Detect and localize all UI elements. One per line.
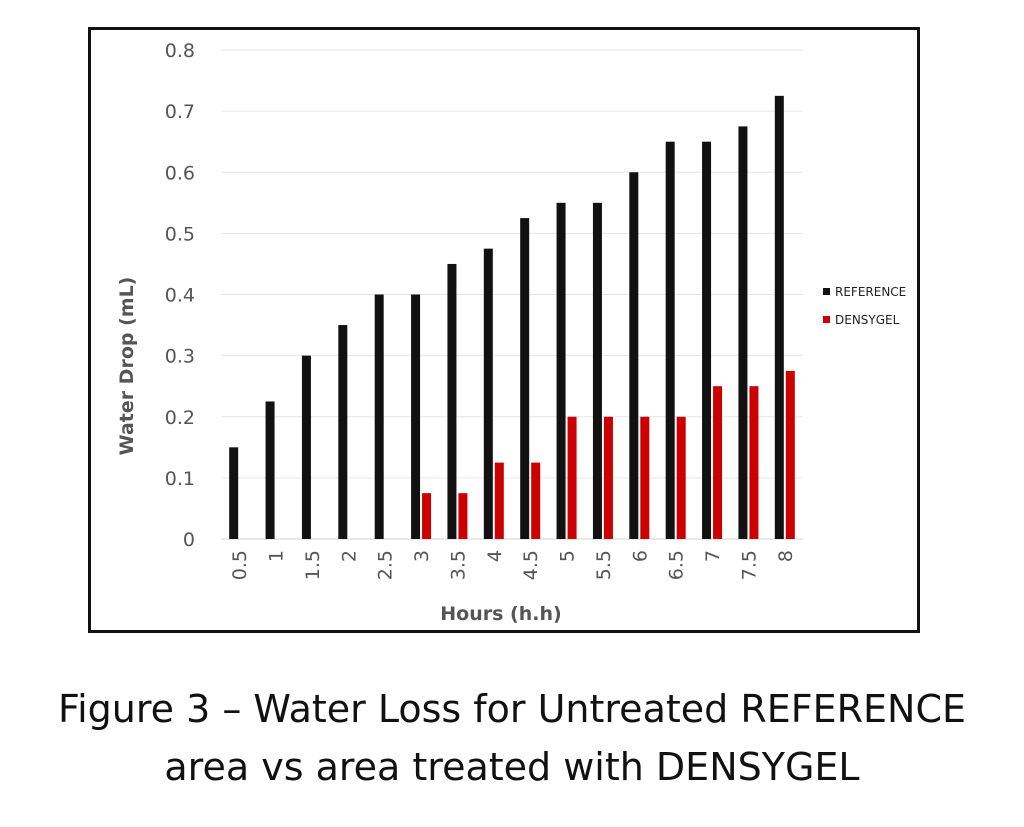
bar-reference (265, 401, 275, 539)
y-axis-ticks: 0 0.1 0.2 0.3 0.4 0.5 0.6 0.7 0.8 (165, 40, 195, 551)
y-tick-label: 0.4 (165, 285, 195, 307)
bar-reference (556, 202, 566, 539)
bar-reference (411, 294, 421, 539)
bar-reference (665, 141, 675, 539)
caption-line-2: area vs area treated with DENSYGEL (164, 745, 860, 789)
y-tick-label: 0.8 (165, 40, 195, 62)
x-tick-label: 1 (266, 550, 288, 562)
bar-densygel (749, 386, 759, 539)
bars (229, 95, 795, 539)
bar-reference (301, 355, 311, 539)
x-tick-label: 0.5 (229, 550, 251, 580)
legend: REFERENCE DENSYGEL (823, 285, 906, 327)
x-axis-title: Hours (h.h) (440, 603, 561, 625)
bar-densygel (494, 462, 504, 539)
bar-reference (702, 141, 712, 539)
figure-caption: Figure 3 – Water Loss for Untreated REFE… (0, 680, 1024, 796)
x-tick-label: 2.5 (375, 550, 397, 580)
bar-densygel (603, 416, 613, 539)
bar-densygel (640, 416, 650, 539)
legend-label-reference: REFERENCE (835, 285, 906, 299)
bar-densygel (713, 386, 723, 539)
bar-reference (374, 294, 384, 539)
bar-densygel (531, 462, 541, 539)
y-tick-label: 0.2 (165, 407, 195, 429)
x-tick-label: 3 (411, 550, 433, 562)
bar-reference (629, 172, 639, 539)
y-tick-label: 0 (183, 529, 195, 551)
bar-reference (229, 447, 239, 539)
y-tick-label: 0.3 (165, 346, 195, 368)
x-tick-label: 1.5 (302, 550, 324, 580)
bar-densygel (422, 493, 432, 539)
legend-swatch-reference (823, 288, 830, 295)
bar-densygel (785, 370, 795, 539)
x-tick-label: 4 (484, 550, 506, 562)
x-tick-label: 5.5 (593, 550, 615, 580)
bar-densygel (458, 493, 468, 539)
gridlines (221, 49, 803, 540)
chart-frame: 0 0.1 0.2 0.3 0.4 0.5 0.6 0.7 0.8 0.5 1 1.5 2 2.5 3 3.… (88, 27, 920, 633)
x-tick-label: 7.5 (738, 550, 760, 580)
x-tick-label: 4.5 (520, 550, 542, 580)
y-tick-label: 0.6 (165, 162, 195, 184)
bar-reference (483, 248, 493, 539)
x-tick-label: 3.5 (447, 550, 469, 580)
x-tick-label: 8 (775, 550, 797, 562)
bar-reference (738, 126, 748, 539)
y-axis-title: Water Drop (mL) (116, 277, 138, 456)
y-tick-label: 0.1 (165, 468, 195, 490)
x-tick-label: 6 (629, 550, 651, 562)
x-axis-ticks: 0.5 1 1.5 2 2.5 3 3.5 4 4.5 5 5.5 6 6.5 7 7.5 8 (229, 550, 797, 580)
bar-reference (520, 218, 530, 539)
y-tick-label: 0.7 (165, 101, 195, 123)
bar-densygel (567, 416, 577, 539)
x-tick-label: 7 (702, 550, 724, 562)
bar-reference (592, 202, 602, 539)
bar-reference (774, 95, 784, 539)
x-tick-label: 2 (338, 550, 360, 562)
y-tick-label: 0.5 (165, 223, 195, 245)
bar-chart: 0 0.1 0.2 0.3 0.4 0.5 0.6 0.7 0.8 0.5 1 1.5 2 2.5 3 3.… (116, 40, 906, 625)
bar-densygel (676, 416, 686, 539)
legend-label-densygel: DENSYGEL (835, 313, 900, 327)
x-tick-label: 6.5 (666, 550, 688, 580)
bar-reference (338, 325, 348, 539)
caption-line-1: Figure 3 – Water Loss for Untreated REFE… (58, 687, 966, 731)
legend-swatch-densygel (823, 316, 830, 323)
x-tick-label: 5 (557, 550, 579, 562)
bar-reference (447, 263, 457, 539)
